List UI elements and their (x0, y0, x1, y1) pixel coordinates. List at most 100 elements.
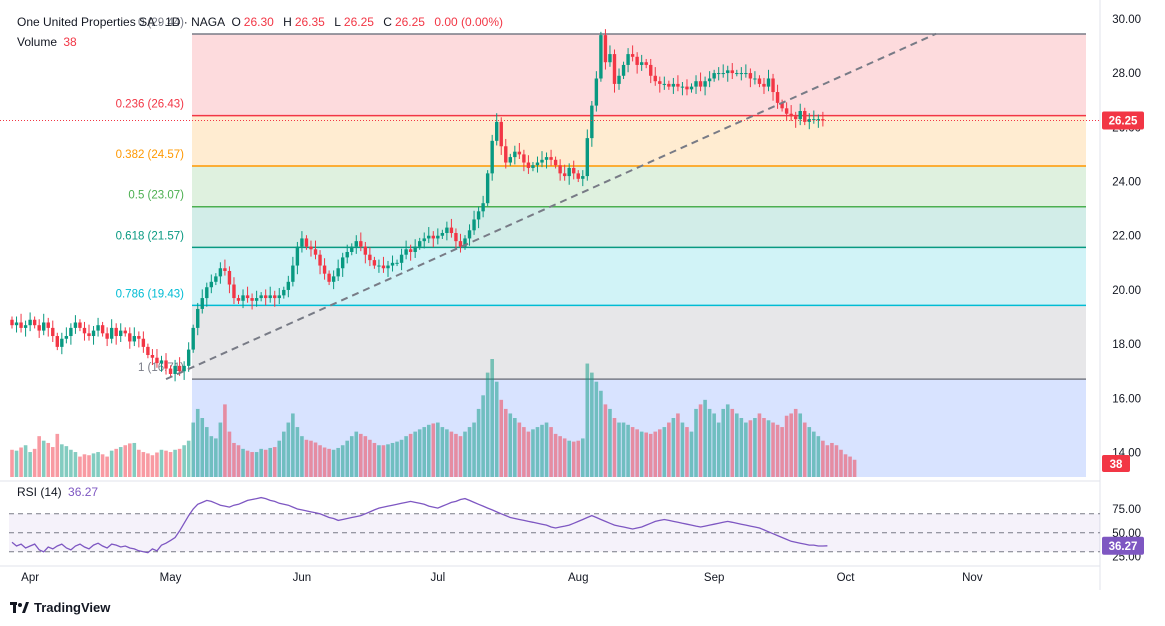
volume-bar (513, 418, 517, 477)
candle-body (173, 365, 177, 374)
candle-body (680, 86, 685, 88)
volume-bar (395, 441, 399, 477)
volume-bar (594, 381, 599, 477)
volume-bar (127, 443, 132, 477)
tradingview-logo[interactable]: TradingView (10, 600, 110, 615)
volume-bar (109, 450, 114, 477)
volume-bar (291, 413, 295, 477)
ohlc-low: L 26.25 (334, 15, 374, 29)
fib-band (192, 247, 1086, 306)
candle-body (10, 319, 14, 326)
candle-body (223, 268, 227, 271)
candle-body (141, 338, 146, 347)
volume-bar (19, 447, 23, 477)
time-tick-label: Jun (293, 572, 312, 584)
candle-body (467, 230, 472, 239)
candle-body (513, 151, 517, 158)
candle-body (703, 81, 707, 87)
candle-body (812, 119, 816, 121)
candle-body (726, 70, 730, 74)
candle-body (735, 73, 739, 75)
candle-body (69, 327, 73, 337)
volume-bar (254, 452, 259, 477)
volume-bar (82, 454, 87, 477)
candle-body (168, 368, 173, 374)
volume-bar (603, 404, 608, 477)
volume-bar (37, 436, 41, 477)
volume-bar (204, 427, 209, 477)
candle-body (291, 265, 295, 282)
candle-body (60, 338, 64, 347)
volume-legend: Volume 38 (17, 35, 80, 49)
candle-body (721, 73, 725, 75)
volume-bar (309, 440, 313, 477)
fib-level-label: 0 (29.44) (138, 17, 184, 29)
volume-bar (843, 454, 848, 477)
volume-bar (721, 408, 726, 477)
candle-body (490, 140, 494, 174)
candle-body (621, 64, 626, 76)
volume-bar (300, 436, 304, 477)
symbol-legend: One United Properties SA · 1D · NAGA O 26… (17, 15, 506, 29)
volume-bar (463, 431, 467, 477)
volume-bar (612, 418, 617, 477)
volume-bar (14, 450, 19, 477)
volume-bar (399, 439, 404, 477)
rsi-line (11, 496, 828, 554)
candle-body (286, 281, 291, 290)
volume-bar (481, 395, 485, 477)
candle-body (531, 165, 535, 168)
candle-body (626, 54, 630, 65)
candle-body (558, 165, 562, 174)
volume-bar (195, 408, 200, 477)
fib-band (192, 305, 1086, 380)
candle-body (390, 262, 395, 266)
volume-bar (349, 436, 354, 477)
candle-body (667, 83, 671, 87)
volume-bar (73, 452, 78, 477)
fib-level-label: 0.236 (26.43) (116, 99, 185, 111)
candle-body (218, 268, 223, 277)
volume-bar (200, 418, 205, 477)
volume-bar (685, 427, 689, 477)
candle-body (19, 322, 23, 328)
volume-bar (544, 422, 549, 477)
candle-body (816, 119, 821, 121)
volume-bar (454, 433, 458, 477)
volume-bar (354, 431, 359, 477)
volume-bar (476, 408, 481, 477)
volume-bar (295, 427, 300, 477)
volume-bar (821, 440, 825, 477)
candle-body (395, 262, 399, 264)
candle-body (544, 157, 549, 160)
candle-body (572, 167, 576, 174)
volume-bar (508, 413, 513, 477)
candle-body (250, 298, 254, 301)
volume-bar (798, 413, 803, 477)
candle-body (793, 116, 798, 120)
volume-bar (182, 445, 186, 477)
candle-body (14, 322, 19, 326)
candle-body (100, 325, 105, 334)
volume-bar (639, 431, 644, 477)
candle-body (399, 254, 404, 263)
price-tick-label: 30.00 (1112, 14, 1141, 26)
volume-bar (100, 454, 105, 477)
candle-body (114, 327, 118, 337)
volume-bar (739, 418, 744, 477)
volume-bar (345, 440, 350, 477)
candle-body (331, 276, 336, 282)
volume-bar (748, 420, 753, 477)
volume-bar (812, 431, 816, 477)
candle-body (458, 241, 463, 247)
volume-bar (445, 429, 449, 477)
fib-level-label: 0.382 (24.57) (116, 149, 185, 161)
candle-body (408, 249, 413, 252)
volume-bar (485, 372, 490, 477)
volume-bar (599, 390, 603, 477)
candle-body (123, 330, 127, 334)
volume-bar (793, 408, 798, 477)
candle-body (109, 327, 114, 339)
volume-bar (648, 433, 653, 477)
